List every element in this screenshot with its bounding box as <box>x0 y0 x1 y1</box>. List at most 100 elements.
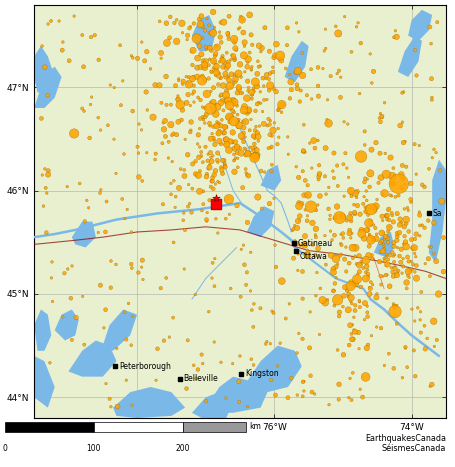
Point <box>232 154 239 162</box>
Point <box>194 140 201 148</box>
Text: Kingston: Kingston <box>246 369 279 378</box>
Point <box>361 175 369 183</box>
Point <box>382 271 389 279</box>
Point <box>373 323 380 331</box>
Point <box>322 261 329 269</box>
Point <box>107 284 115 291</box>
Point <box>401 223 408 231</box>
Point <box>173 38 180 45</box>
Point <box>411 244 418 251</box>
Point <box>228 56 235 63</box>
Point <box>411 250 418 257</box>
Polygon shape <box>398 35 422 77</box>
Point <box>257 48 264 56</box>
Point <box>226 102 233 109</box>
Point <box>350 313 358 321</box>
Point <box>405 274 413 281</box>
Point <box>121 215 128 222</box>
Point <box>362 373 369 381</box>
Point <box>225 35 233 42</box>
Point <box>378 229 385 237</box>
Point <box>48 258 56 266</box>
Point <box>232 75 239 83</box>
Point <box>95 56 102 64</box>
Point <box>418 288 425 296</box>
Point <box>300 191 308 199</box>
Point <box>315 176 322 183</box>
Point <box>351 252 359 260</box>
Point <box>298 50 306 57</box>
Point <box>341 255 348 263</box>
Point <box>251 149 258 157</box>
Point <box>248 95 255 102</box>
Point <box>413 170 420 178</box>
Point <box>395 180 402 188</box>
Point <box>213 118 221 126</box>
Point <box>219 55 226 63</box>
Point <box>129 107 136 115</box>
Point <box>356 90 363 97</box>
Point <box>194 55 201 62</box>
Point <box>388 209 395 217</box>
Point <box>398 219 405 226</box>
Point <box>217 164 225 171</box>
Point <box>202 143 209 150</box>
Point <box>402 220 410 227</box>
Point <box>369 234 377 242</box>
Point <box>380 243 388 250</box>
Point <box>311 144 318 152</box>
Point <box>170 239 177 246</box>
Point <box>220 130 227 137</box>
Point <box>359 393 366 401</box>
Point <box>43 189 51 197</box>
Point <box>180 209 187 217</box>
Point <box>215 120 222 127</box>
Point <box>222 163 229 171</box>
Point <box>301 233 308 240</box>
Point <box>208 177 215 185</box>
Point <box>209 152 217 160</box>
Point <box>300 148 307 155</box>
Point <box>178 116 185 124</box>
Point <box>325 120 332 127</box>
Point <box>209 174 216 181</box>
Point <box>219 57 227 64</box>
Point <box>184 151 192 158</box>
Point <box>352 190 359 198</box>
Point <box>217 74 225 81</box>
Point <box>363 226 370 234</box>
Point <box>290 225 297 233</box>
Point <box>379 217 386 224</box>
Point <box>213 63 220 70</box>
Point <box>241 145 248 152</box>
Point <box>314 245 322 252</box>
Point <box>81 341 88 348</box>
Point <box>208 274 216 282</box>
Point <box>375 179 382 187</box>
Point <box>348 278 355 286</box>
Point <box>390 242 398 250</box>
Point <box>253 123 260 130</box>
Point <box>215 130 222 137</box>
Point <box>190 20 197 27</box>
Point <box>231 99 238 106</box>
Point <box>367 285 374 292</box>
Point <box>210 29 217 37</box>
Point <box>424 335 431 342</box>
Point <box>180 217 187 224</box>
Point <box>330 269 337 276</box>
Point <box>248 306 255 314</box>
Point <box>119 77 126 85</box>
Point <box>300 387 308 395</box>
Point <box>214 178 222 185</box>
Point <box>240 109 248 116</box>
Point <box>433 149 440 156</box>
Point <box>224 97 232 105</box>
Point <box>165 138 172 146</box>
Point <box>412 372 419 380</box>
Point <box>238 132 245 140</box>
Point <box>240 138 247 146</box>
Point <box>383 251 390 258</box>
Point <box>380 246 388 253</box>
Point <box>216 127 223 135</box>
